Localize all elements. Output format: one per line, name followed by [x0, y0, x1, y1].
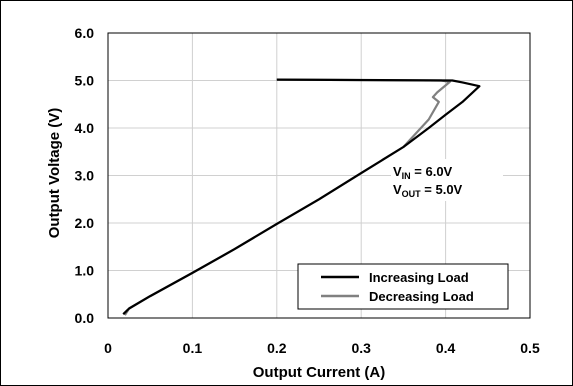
x-tick-label: 0.3: [351, 340, 371, 356]
x-tick-label: 0: [104, 340, 112, 356]
y-tick-label: 2.0: [75, 215, 95, 231]
annotation-vin: VIN = 6.0V: [393, 164, 453, 181]
y-tick-label: 3.0: [75, 168, 95, 184]
annotation-vout-rest: = 5.0V: [421, 182, 463, 197]
legend: Increasing Load Decreasing Load: [297, 263, 509, 310]
legend-label-decreasing: Decreasing Load: [369, 289, 474, 304]
annotation-vout-sub: OUT: [402, 189, 422, 199]
plot-frame: [107, 32, 531, 319]
x-tick-label: 0.4: [436, 340, 456, 356]
y-tick-label: 6.0: [75, 25, 95, 41]
annotation-vout-main: V: [393, 182, 402, 197]
annotation-vout: VOUT = 5.0V: [393, 182, 463, 199]
x-tick-label: 0.5: [520, 340, 540, 356]
y-axis-title: Output Voltage (V): [46, 108, 63, 239]
series-line-increasing-load: [122, 78, 481, 315]
annotation-vin-rest: = 6.0V: [411, 164, 453, 179]
tick-labels: 0 0.1 0.2 0.3 0.4 0.5 0.0 1.0 2.0 3.0 4.0 5.0 6.0: [75, 25, 540, 356]
annotation-vin-sub: IN: [402, 171, 411, 181]
annotation-background: [391, 159, 503, 201]
y-tick-label: 1.0: [75, 263, 95, 279]
y-tick-label: 4.0: [75, 120, 95, 136]
legend-label-increasing: Increasing Load: [369, 270, 469, 285]
legend-box: [297, 263, 509, 310]
x-tick-label: 0.2: [267, 340, 287, 356]
y-tick-label: 5.0: [75, 73, 95, 89]
annotation-vin-main: V: [393, 164, 402, 179]
annotation: VIN = 6.0V VOUT = 5.0V: [391, 159, 503, 201]
x-axis-title: Output Current (A): [253, 364, 385, 381]
series-lines: [122, 78, 481, 316]
y-tick-label: 0.0: [75, 310, 95, 326]
x-tick-label: 0.1: [183, 340, 203, 356]
